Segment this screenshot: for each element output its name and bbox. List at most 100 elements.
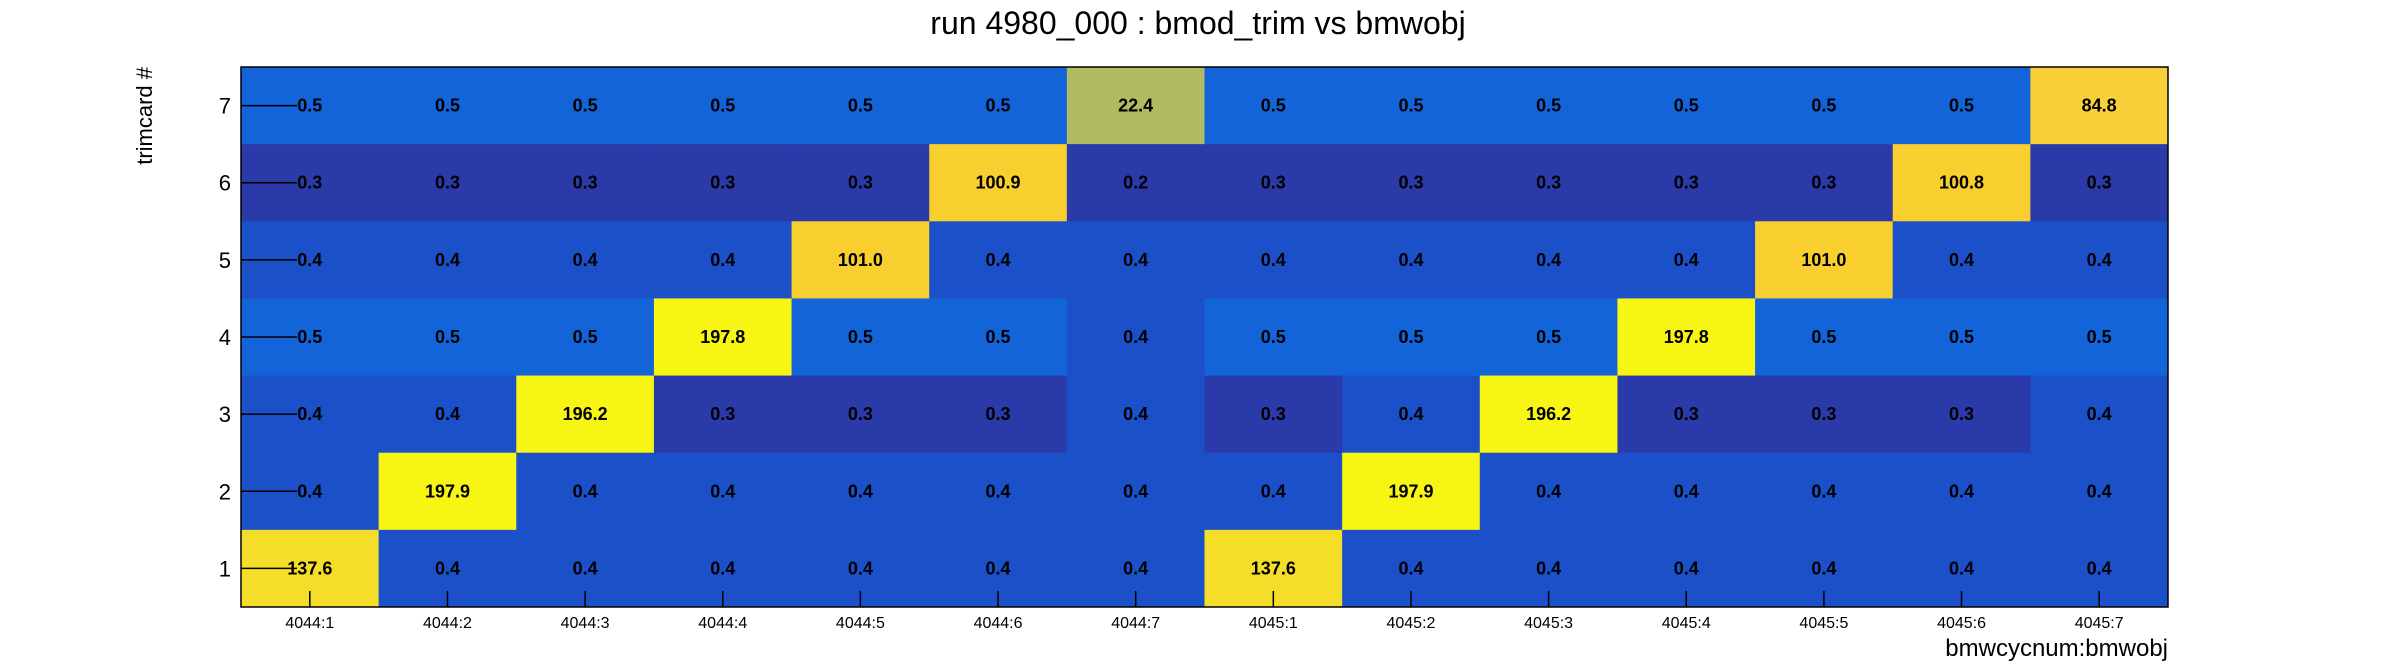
- cell-value-label: 0.3: [297, 173, 322, 193]
- heatmap-cell: [1066, 67, 1205, 145]
- heatmap-cell: [1342, 221, 1481, 299]
- heatmap-cell: [1892, 375, 2031, 454]
- cell-value-label: 196.2: [563, 404, 608, 424]
- cell-value-label: 0.4: [1811, 558, 1836, 578]
- cell-value-label: 0.3: [1674, 173, 1699, 193]
- heatmap-cell: [929, 67, 1068, 145]
- x-tick-label: 4045:4: [1662, 615, 1711, 632]
- cell-value-label: 0.4: [435, 558, 460, 578]
- heatmap-cell: [2030, 67, 2169, 145]
- cell-value-label: 0.3: [848, 173, 873, 193]
- heatmap-cell: [1204, 298, 1343, 377]
- heatmap-cell: [929, 298, 1068, 377]
- x-tick-label: 4045:7: [2075, 615, 2124, 632]
- cell-value-label: 0.3: [1674, 404, 1699, 424]
- cell-value-label: 0.4: [1123, 404, 1148, 424]
- cell-value-label: 0.5: [1811, 327, 1836, 347]
- cell-value-label: 0.4: [2087, 250, 2112, 270]
- heatmap-cell: [516, 452, 655, 531]
- heatmap-cell: [1204, 452, 1343, 531]
- y-tick-label: 4: [219, 325, 231, 350]
- cell-value-label: 0.4: [2087, 558, 2112, 578]
- heatmap-cell: [1892, 298, 2031, 377]
- cell-value-label: 137.6: [287, 558, 332, 578]
- heatmap-cell: [1755, 375, 1894, 454]
- heatmap-cell: [791, 452, 930, 531]
- cell-value-label: 0.5: [1811, 96, 1836, 116]
- cell-value-label: 100.8: [1939, 173, 1984, 193]
- cell-value-label: 0.3: [1398, 173, 1423, 193]
- heatmap-cell: [791, 221, 930, 299]
- cell-value-label: 0.4: [1261, 250, 1286, 270]
- heatmap-cell: [1066, 298, 1205, 377]
- heatmap-cell: [516, 298, 655, 377]
- heatmap-cell: [2030, 375, 2169, 454]
- cell-value-label: 0.5: [573, 327, 598, 347]
- cell-value-label: 0.4: [573, 481, 598, 501]
- heatmap-cell: [1479, 221, 1618, 299]
- heatmap-cell: [1617, 298, 1756, 377]
- cell-value-label: 0.3: [710, 173, 735, 193]
- heatmap-cell: [1479, 67, 1618, 145]
- heatmap-cell: [929, 221, 1068, 299]
- cell-value-label: 0.4: [1536, 481, 1561, 501]
- x-tick-label: 4045:6: [1937, 615, 1986, 632]
- cell-value-label: 0.4: [297, 404, 322, 424]
- cell-value-label: 0.5: [710, 96, 735, 116]
- cell-value-label: 0.5: [848, 96, 873, 116]
- heatmap-cell: [2030, 298, 2169, 377]
- x-tick-label: 4044:3: [561, 615, 610, 632]
- cell-value-label: 0.4: [1536, 558, 1561, 578]
- heatmap-cell: [791, 375, 930, 454]
- cell-value-label: 0.3: [2087, 173, 2112, 193]
- heatmap-cell: [791, 67, 930, 145]
- heatmap-cell: [1066, 221, 1205, 299]
- cell-value-label: 0.5: [297, 327, 322, 347]
- y-tick-label: 1: [219, 556, 231, 581]
- cell-value-label: 0.5: [2087, 327, 2112, 347]
- heatmap-cell: [1204, 67, 1343, 145]
- cell-value-label: 0.3: [1261, 173, 1286, 193]
- x-tick-label: 4045:2: [1386, 615, 1435, 632]
- cell-value-label: 0.4: [1811, 481, 1836, 501]
- heatmap-cell: [1755, 67, 1894, 145]
- heatmap-cell: [1617, 452, 1756, 531]
- x-axis-label: bmwcycnum:bmwobj: [1945, 635, 2168, 662]
- cell-value-label: 0.4: [297, 250, 322, 270]
- heatmap-cell: [1204, 375, 1343, 454]
- cell-value-label: 197.9: [425, 481, 470, 501]
- heatmap-cell: [2030, 452, 2169, 531]
- cell-value-label: 0.3: [710, 404, 735, 424]
- cell-value-label: 0.4: [573, 250, 598, 270]
- cell-value-label: 22.4: [1118, 96, 1153, 116]
- x-axis-ticks: 4044:1 4044:2 4044:3 4044:4 4044:5 4044:6 4044…: [285, 591, 2124, 632]
- heatmap-cell: [516, 375, 655, 454]
- heatmap-cells: 0.5 0.5 0.5 0.5 0.5 0.5 22.4 0.5 0.5 0.5 0.5 0.5 0.5…: [241, 67, 2169, 608]
- heatmap-cell: [1617, 221, 1756, 299]
- cell-value-label: 101.0: [838, 250, 883, 270]
- heatmap-cell: [1617, 144, 1756, 222]
- heatmap-cell: [929, 452, 1068, 531]
- heatmap-cell: [929, 144, 1068, 222]
- cell-value-label: 0.5: [297, 96, 322, 116]
- cell-value-label: 0.4: [848, 481, 873, 501]
- cell-value-label: 0.4: [710, 481, 735, 501]
- x-tick-label: 4044:6: [974, 615, 1023, 632]
- cell-value-label: 100.9: [976, 173, 1021, 193]
- cell-value-label: 0.3: [848, 404, 873, 424]
- chart-title: run 4980_000 : bmod_trim vs bmwobj: [930, 5, 1465, 41]
- heatmap-cell: [1617, 67, 1756, 145]
- cell-value-label: 0.4: [2087, 404, 2112, 424]
- x-tick-label: 4044:1: [285, 615, 334, 632]
- heatmap-cell: [1755, 452, 1894, 531]
- heatmap-cell: [1479, 452, 1618, 531]
- heatmap-cell: [378, 221, 517, 299]
- heatmap-cell: [1892, 221, 2031, 299]
- cell-value-label: 0.5: [1398, 327, 1423, 347]
- cell-value-label: 0.5: [1949, 96, 1974, 116]
- cell-value-label: 197.9: [1388, 481, 1433, 501]
- heatmap-cell: [1755, 298, 1894, 377]
- cell-value-label: 197.8: [700, 327, 745, 347]
- cell-value-label: 0.5: [435, 327, 460, 347]
